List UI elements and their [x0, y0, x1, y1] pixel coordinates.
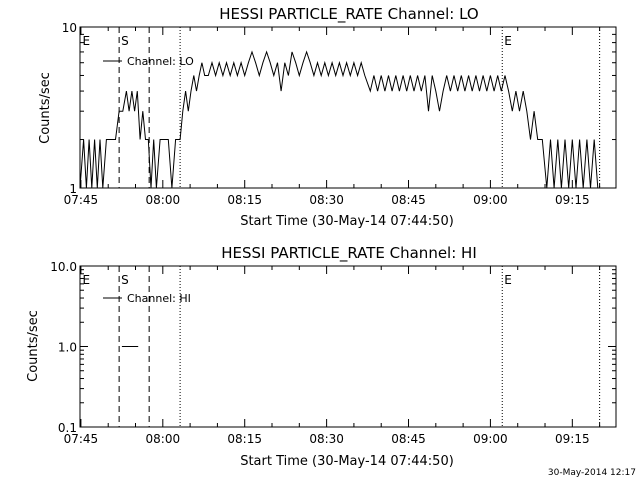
y-axis-label-lo: Counts/sec: [38, 72, 53, 144]
legend-lo: Channel: LO: [103, 55, 194, 68]
x-tick-label-lo: 08:30: [309, 193, 344, 207]
marker-label-lo: S: [121, 34, 129, 48]
x-tick-label-hi: 08:30: [309, 432, 344, 446]
footer-timestamp: 30-May-2014 12:17: [548, 468, 636, 478]
plot-frame-hi: [79, 265, 617, 428]
x-tick-label-hi: 08:00: [146, 432, 181, 446]
y-tick-label-hi: 10.0: [50, 260, 77, 274]
legend-label-lo: Channel: LO: [127, 55, 194, 68]
marker-label-hi: E: [504, 273, 512, 287]
series-line-lo: [79, 50, 600, 189]
x-tick-label-lo: 08:00: [146, 193, 181, 207]
x-tick-label-hi: 08:45: [391, 432, 426, 446]
x-tick-label-hi: 07:45: [64, 432, 99, 446]
legend-label-hi: Channel: HI: [127, 292, 191, 305]
marker-label-lo: E: [504, 34, 512, 48]
x-tick-label-hi: 08:15: [227, 432, 262, 446]
panel-hi: HESSI PARTICLE_RATE Channel: HI Counts/s…: [26, 244, 617, 469]
y-tick-label-lo: 10: [62, 21, 77, 35]
x-tick-label-hi: 09:00: [473, 432, 508, 446]
x-tick-label-hi: 09:15: [555, 432, 590, 446]
x-tick-label-lo: 08:45: [391, 193, 426, 207]
x-tick-label-lo: 08:15: [227, 193, 262, 207]
x-tick-label-lo: 07:45: [64, 193, 99, 207]
legend-hi: Channel: HI: [103, 292, 191, 305]
plot-area-lo: 07:45 08:00 08:15 08:30 08:45 09:00 09:15 1 10 E S…: [62, 21, 616, 207]
x-axis-label-lo: Start Time (30-May-14 07:44:50): [240, 214, 454, 229]
y-tick-label-hi: 1.0: [58, 341, 77, 355]
x-axis-label-hi: Start Time (30-May-14 07:44:50): [240, 454, 454, 469]
x-tick-label-lo: 09:15: [555, 193, 590, 207]
y-tick-label-lo: 1: [69, 182, 77, 196]
plot-area-hi: 07:45 08:00 08:15 08:30 08:45 09:00 09:15 0.1 1.…: [50, 260, 616, 446]
plot-frame-lo: [79, 26, 617, 189]
marker-label-lo: E: [82, 34, 90, 48]
chart-title-lo: HESSI PARTICLE_RATE Channel: LO: [219, 5, 478, 24]
panel-lo: HESSI PARTICLE_RATE Channel: LO Counts/s…: [38, 5, 617, 229]
y-tick-label-hi: 0.1: [58, 421, 77, 435]
x-tick-label-lo: 09:00: [473, 193, 508, 207]
marker-label-hi: E: [82, 273, 90, 287]
chart-title-hi: HESSI PARTICLE_RATE Channel: HI: [221, 244, 477, 263]
marker-label-hi: S: [121, 273, 129, 287]
y-axis-label-hi: Counts/sec: [26, 310, 41, 382]
